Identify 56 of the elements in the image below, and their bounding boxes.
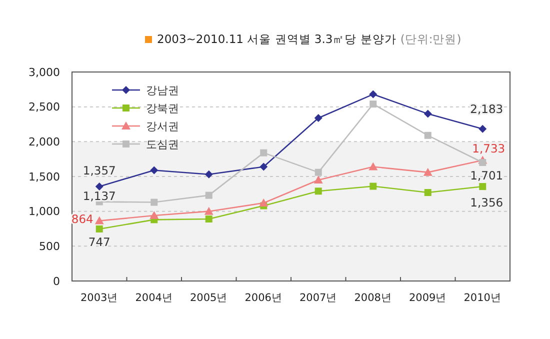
chart-subtitle: (단위:만원) bbox=[400, 32, 462, 46]
point bbox=[205, 215, 212, 222]
legend-label: 강서권 bbox=[146, 120, 179, 133]
point bbox=[95, 182, 104, 190]
point bbox=[96, 225, 103, 232]
point bbox=[150, 198, 158, 206]
point bbox=[150, 211, 159, 220]
point bbox=[370, 100, 377, 108]
x-tick-label: 2008년 bbox=[354, 292, 392, 304]
x-tick-label: 2007년 bbox=[300, 292, 338, 304]
data-label: 1,357 bbox=[82, 163, 116, 178]
data-label: 1,733 bbox=[472, 141, 506, 156]
y-tick-label: 500 bbox=[39, 240, 60, 254]
chart-title: 2003~2010.11 서울 권역별 3.3㎡당 분양가 bbox=[157, 32, 396, 46]
point bbox=[479, 183, 486, 190]
data-label: 2,183 bbox=[470, 102, 504, 116]
y-tick-label: 1,000 bbox=[28, 205, 60, 218]
x-tick-label: 2004년 bbox=[135, 292, 173, 304]
point bbox=[423, 168, 432, 176]
point bbox=[478, 124, 487, 133]
x-tick-label: 2006년 bbox=[244, 292, 282, 304]
y-tick-label: 1,500 bbox=[28, 170, 60, 184]
x-tick-label: 2005년 bbox=[190, 292, 228, 304]
data-label: 1,701 bbox=[470, 168, 504, 183]
point bbox=[150, 166, 158, 174]
x-tick-label: 2009년 bbox=[409, 292, 447, 304]
x-tick-label: 2010년 bbox=[464, 292, 502, 304]
point bbox=[424, 110, 432, 118]
point bbox=[259, 198, 268, 206]
legend-label: 도심권 bbox=[146, 138, 179, 151]
point bbox=[424, 189, 432, 196]
point bbox=[368, 162, 378, 170]
data-label: 1,137 bbox=[82, 188, 116, 203]
data-label: 1,356 bbox=[470, 196, 504, 210]
point bbox=[94, 216, 104, 224]
point bbox=[314, 168, 322, 176]
point bbox=[314, 114, 322, 122]
point bbox=[260, 162, 268, 171]
point bbox=[204, 206, 214, 215]
point bbox=[479, 158, 486, 166]
point bbox=[205, 192, 212, 199]
point bbox=[424, 132, 432, 139]
y-tick-label: 2,500 bbox=[28, 100, 60, 114]
point bbox=[314, 188, 322, 195]
point bbox=[314, 175, 323, 184]
y-tick-label: 0 bbox=[53, 274, 60, 288]
x-tick-label: 2003년 bbox=[80, 292, 118, 304]
point bbox=[369, 90, 378, 98]
legend-label: 강북권 bbox=[146, 102, 179, 115]
data-label: 747 bbox=[88, 234, 110, 249]
y-tick-label: 2,000 bbox=[28, 136, 60, 149]
point bbox=[204, 170, 213, 178]
legend-label: 강남권 bbox=[146, 84, 179, 97]
point bbox=[370, 182, 377, 190]
point bbox=[260, 149, 268, 156]
y-tick-label: 3,000 bbox=[28, 66, 60, 79]
